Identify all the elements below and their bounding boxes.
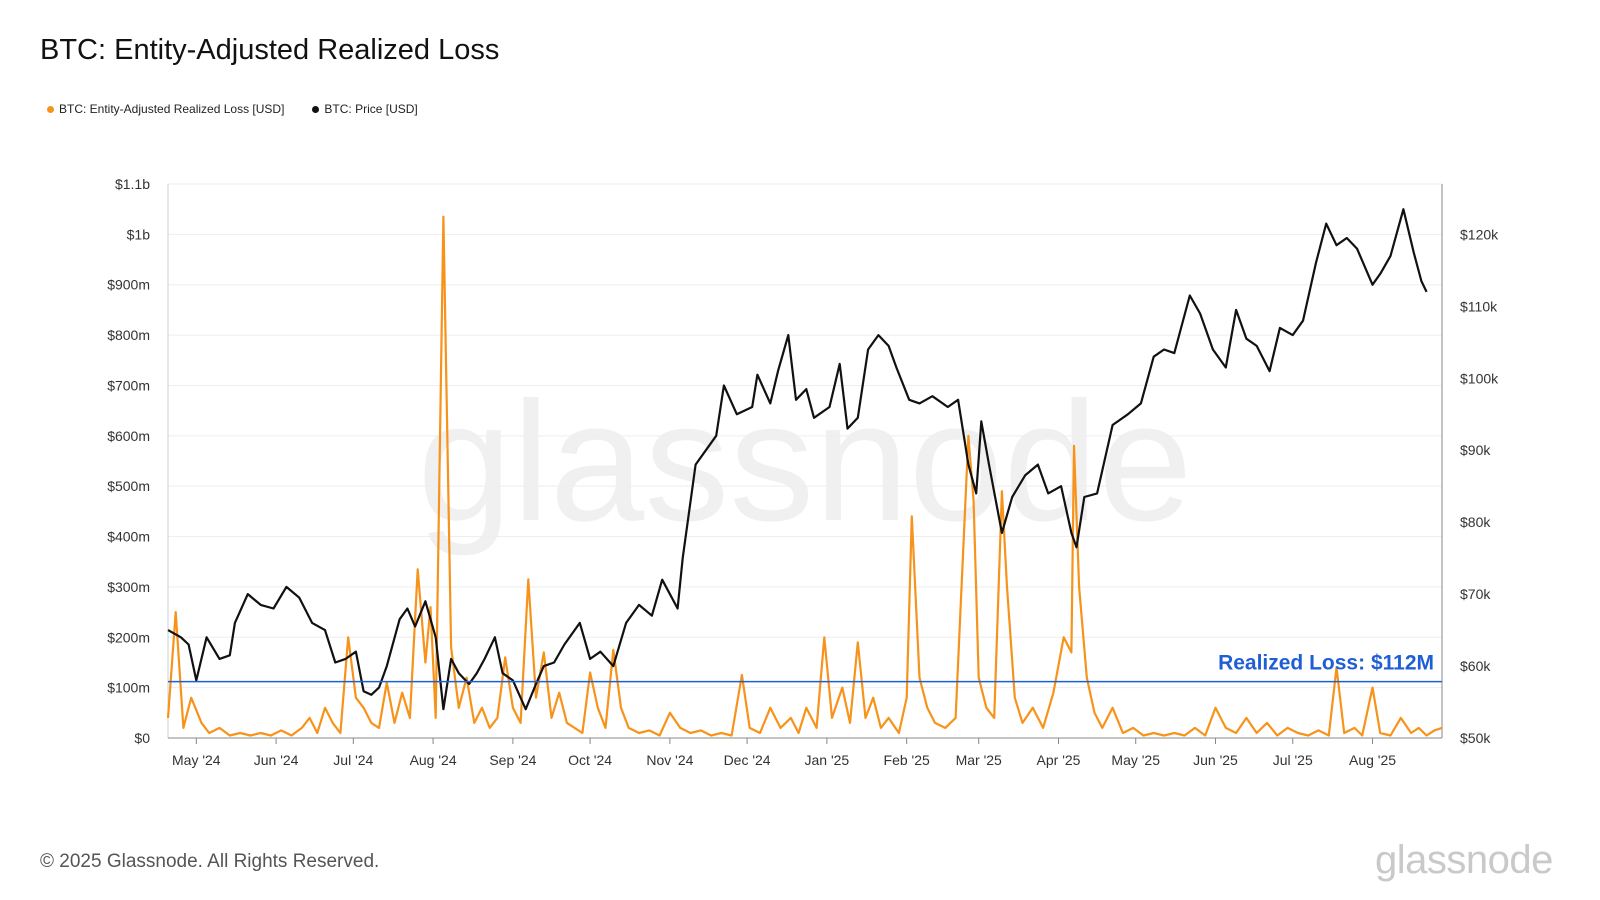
y-right-tick-label: $100k xyxy=(1460,370,1499,386)
y-right-tick-label: $70k xyxy=(1460,586,1491,602)
series-line-btc-price[interactable] xyxy=(167,208,1428,711)
x-tick-label: Jun '24 xyxy=(254,752,299,768)
y-left-tick-label: $300m xyxy=(107,579,150,595)
y-right-tick-label: $50k xyxy=(1460,730,1491,746)
x-tick-label: Oct '24 xyxy=(568,752,612,768)
legend-label-loss: BTC: Entity-Adjusted Realized Loss [USD] xyxy=(59,102,285,116)
x-tick-label: May '24 xyxy=(172,752,221,768)
y-left-tick-label: $1.1b xyxy=(115,176,150,192)
y-right-tick-label: $110k xyxy=(1460,298,1498,314)
legend-item-price[interactable]: BTC: Price [USD] xyxy=(312,102,418,116)
x-tick-label: Feb '25 xyxy=(884,752,930,768)
y-right-tick-label: $80k xyxy=(1460,514,1491,530)
legend-label-price: BTC: Price [USD] xyxy=(324,102,418,116)
x-tick-label: Jul '25 xyxy=(1273,752,1313,768)
legend-dot-price xyxy=(312,105,320,113)
y-left-tick-label: $400m xyxy=(107,529,150,545)
y-left-tick-label: $200m xyxy=(107,629,150,645)
brand-logo: glassnode xyxy=(1375,838,1553,882)
x-tick-label: May '25 xyxy=(1111,752,1160,768)
x-tick-label: Jun '25 xyxy=(1193,752,1238,768)
legend-dot-loss xyxy=(47,105,54,113)
x-tick-label: Mar '25 xyxy=(956,752,1002,768)
x-tick-label: Aug '25 xyxy=(1349,752,1396,768)
x-tick-label: Dec '24 xyxy=(724,752,771,768)
y-left-tick-label: $800m xyxy=(107,327,150,343)
x-tick-label: Aug '24 xyxy=(410,752,457,768)
legend-item-loss[interactable]: BTC: Entity-Adjusted Realized Loss [USD] xyxy=(47,102,284,116)
y-right-tick-label: $60k xyxy=(1460,658,1491,674)
watermark-text: glassnode xyxy=(417,367,1192,557)
y-left-tick-label: $0 xyxy=(134,730,150,746)
x-tick-label: Apr '25 xyxy=(1037,752,1081,768)
chart-title: BTC: Entity-Adjusted Realized Loss xyxy=(40,34,500,66)
x-tick-label: Jul '24 xyxy=(333,752,373,768)
y-right-tick-label: $90k xyxy=(1460,442,1491,458)
y-right-tick-label: $120k xyxy=(1460,226,1499,242)
legend: BTC: Entity-Adjusted Realized Loss [USD]… xyxy=(47,102,418,116)
y-left-tick-label: $500m xyxy=(107,478,150,494)
series-line-realized-loss[interactable] xyxy=(166,215,1443,737)
y-left-tick-label: $900m xyxy=(107,277,150,293)
reference-line-label: Realized Loss: $112M xyxy=(1218,652,1434,675)
copyright-footer: © 2025 Glassnode. All Rights Reserved. xyxy=(40,851,380,872)
x-tick-label: Sep '24 xyxy=(489,752,536,768)
y-left-tick-label: $100m xyxy=(107,680,150,696)
y-left-tick-label: $700m xyxy=(107,377,150,393)
x-tick-label: Jan '25 xyxy=(805,752,850,768)
y-left-tick-label: $600m xyxy=(107,428,150,444)
x-tick-label: Nov '24 xyxy=(646,752,693,768)
y-left-tick-label: $1b xyxy=(127,226,151,242)
